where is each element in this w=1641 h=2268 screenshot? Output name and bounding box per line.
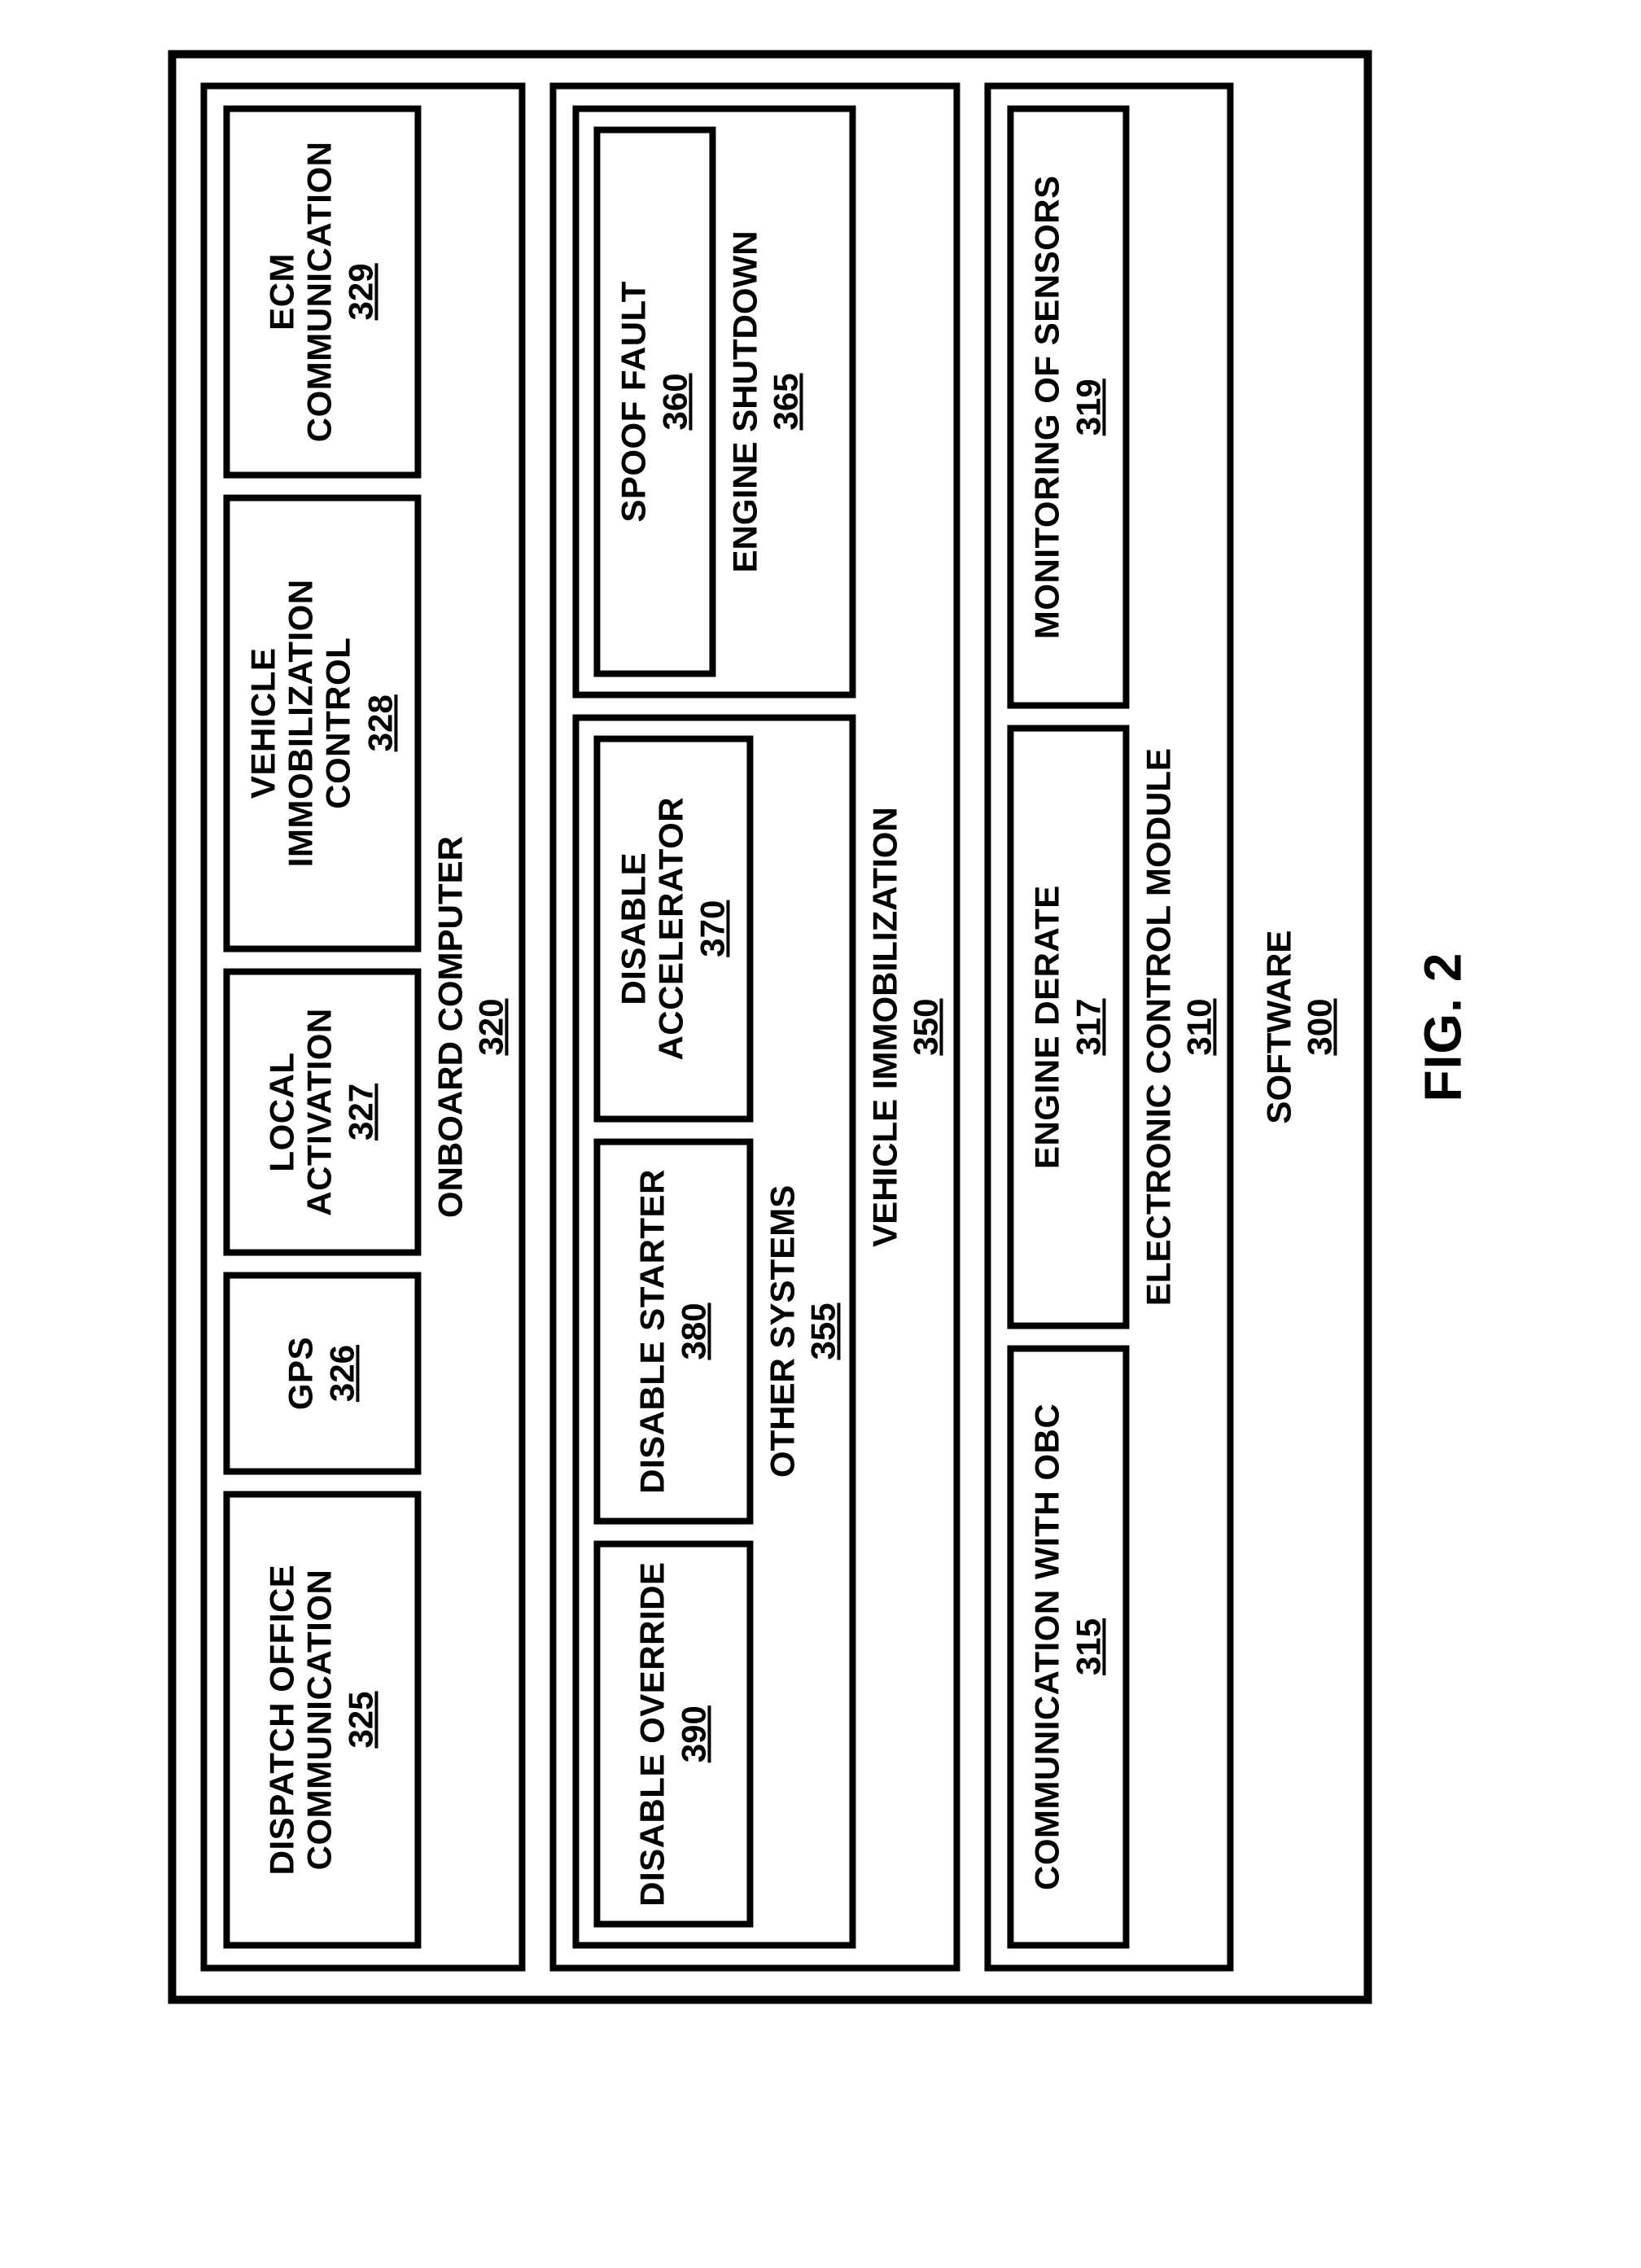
spoof-fault-ref: 360 bbox=[655, 373, 694, 430]
local-activation-ref: 327 bbox=[342, 1084, 381, 1141]
software-block: DISPATCH OFFICE COMMUNICATION 325 GPS 32… bbox=[168, 50, 1372, 2004]
software-label: SOFTWARE bbox=[1260, 83, 1299, 1972]
disable-starter-label: DISABLE STARTER bbox=[633, 1169, 671, 1494]
engine-derate-label: ENGINE DERATE bbox=[1028, 885, 1066, 1169]
disable-starter-box: DISABLE STARTER 380 bbox=[593, 1138, 753, 1525]
figure-label: FIG. 2 bbox=[1413, 50, 1473, 2004]
dispatch-ref: 325 bbox=[342, 1691, 381, 1748]
disable-override-box: DISABLE OVERRIDE 390 bbox=[593, 1541, 753, 1928]
sensors-ref: 319 bbox=[1070, 379, 1109, 436]
other-systems-subgroup: DISABLE OVERRIDE 390 DISABLE STARTER 380… bbox=[572, 714, 856, 1948]
onboard-computer-label: ONBOARD COMPUTER bbox=[431, 106, 470, 1949]
monitoring-of-sensors-box: MONITORING OF SENSORS 319 bbox=[1007, 106, 1129, 709]
disable-override-label: DISABLE OVERRIDE bbox=[633, 1562, 671, 1907]
disable-override-ref: 390 bbox=[674, 1705, 713, 1762]
ecm-label: ELECTRONIC CONTROL MODULE bbox=[1140, 106, 1179, 1949]
onboard-computer-ref: 320 bbox=[471, 106, 510, 1949]
spoof-fault-box: SPOOF FAULT 360 bbox=[593, 127, 715, 677]
engine-derate-ref: 317 bbox=[1070, 999, 1109, 1056]
software-label-wrap: SOFTWARE 300 bbox=[1250, 83, 1340, 1972]
vehicle-immobilization-group: DISABLE OVERRIDE 390 DISABLE STARTER 380… bbox=[549, 83, 960, 1972]
disable-starter-ref: 380 bbox=[674, 1303, 713, 1359]
figure-page: DISPATCH OFFICE COMMUNICATION 325 GPS 32… bbox=[168, 50, 1473, 2004]
other-systems-ref: 355 bbox=[803, 735, 842, 1927]
gps-box: GPS 326 bbox=[223, 1272, 421, 1475]
spoof-fault-label: SPOOF FAULT bbox=[615, 281, 652, 522]
other-systems-row: DISABLE OVERRIDE 390 DISABLE STARTER 380… bbox=[593, 735, 753, 1927]
ecm-comm-label: ECM COMMUNICATION bbox=[264, 122, 339, 462]
electronic-control-module-group: COMMUNICATION WITH OBC 315 ENGINE DERATE… bbox=[984, 83, 1233, 1972]
dispatch-office-communication-box: DISPATCH OFFICE COMMUNICATION 325 bbox=[223, 1491, 421, 1948]
ecm-communication-box: ECM COMMUNICATION 329 bbox=[223, 106, 421, 479]
disable-accelerator-ref: 370 bbox=[693, 900, 732, 957]
other-systems-label: OTHER SYSTEMS bbox=[763, 735, 802, 1927]
disable-accelerator-box: DISABLE ACCELERATOR 370 bbox=[593, 735, 753, 1122]
gps-ref: 326 bbox=[323, 1345, 362, 1402]
onboard-computer-row: DISPATCH OFFICE COMMUNICATION 325 GPS 32… bbox=[223, 106, 421, 1949]
vehicle-immobilization-label: VEHICLE IMMOBILIZATION bbox=[865, 106, 904, 1949]
comm-obc-label: COMMUNICATION WITH OBC bbox=[1028, 1403, 1066, 1890]
engine-shutdown-subgroup: SPOOF FAULT 360 ENGINE SHUTDOWN 365 bbox=[572, 106, 856, 698]
engine-shutdown-label: ENGINE SHUTDOWN bbox=[725, 127, 764, 677]
vic-ref: 328 bbox=[361, 694, 400, 751]
ecm-row: COMMUNICATION WITH OBC 315 ENGINE DERATE… bbox=[1007, 106, 1129, 1949]
engine-shutdown-ref: 365 bbox=[766, 127, 805, 677]
communication-with-obc-box: COMMUNICATION WITH OBC 315 bbox=[1007, 1345, 1129, 1948]
comm-obc-ref: 315 bbox=[1070, 1618, 1109, 1675]
sensors-label: MONITORING OF SENSORS bbox=[1028, 175, 1066, 639]
vehicle-immobilization-ref: 350 bbox=[906, 106, 945, 1949]
gps-label: GPS bbox=[282, 1337, 320, 1410]
vehicle-immobilization-control-box: VEHICLE IMMOBILIZATION CONTROL 328 bbox=[223, 494, 421, 952]
onboard-computer-group: DISPATCH OFFICE COMMUNICATION 325 GPS 32… bbox=[200, 83, 525, 1972]
ecm-ref: 310 bbox=[1180, 106, 1219, 1949]
ecm-comm-ref: 329 bbox=[342, 263, 381, 320]
disable-accelerator-label: DISABLE ACCELERATOR bbox=[615, 751, 689, 1106]
engine-derate-box: ENGINE DERATE 317 bbox=[1007, 725, 1129, 1329]
dispatch-label: DISPATCH OFFICE COMMUNICATION bbox=[264, 1507, 339, 1932]
vehicle-immobilization-row: DISABLE OVERRIDE 390 DISABLE STARTER 380… bbox=[572, 106, 856, 1949]
software-ref: 300 bbox=[1301, 83, 1340, 1972]
vic-label: VEHICLE IMMOBILIZATION CONTROL bbox=[244, 510, 357, 935]
engine-shutdown-row: SPOOF FAULT 360 bbox=[593, 127, 715, 677]
local-activation-label: LOCAL ACTIVATION bbox=[264, 984, 339, 1239]
local-activation-box: LOCAL ACTIVATION 327 bbox=[223, 968, 421, 1255]
